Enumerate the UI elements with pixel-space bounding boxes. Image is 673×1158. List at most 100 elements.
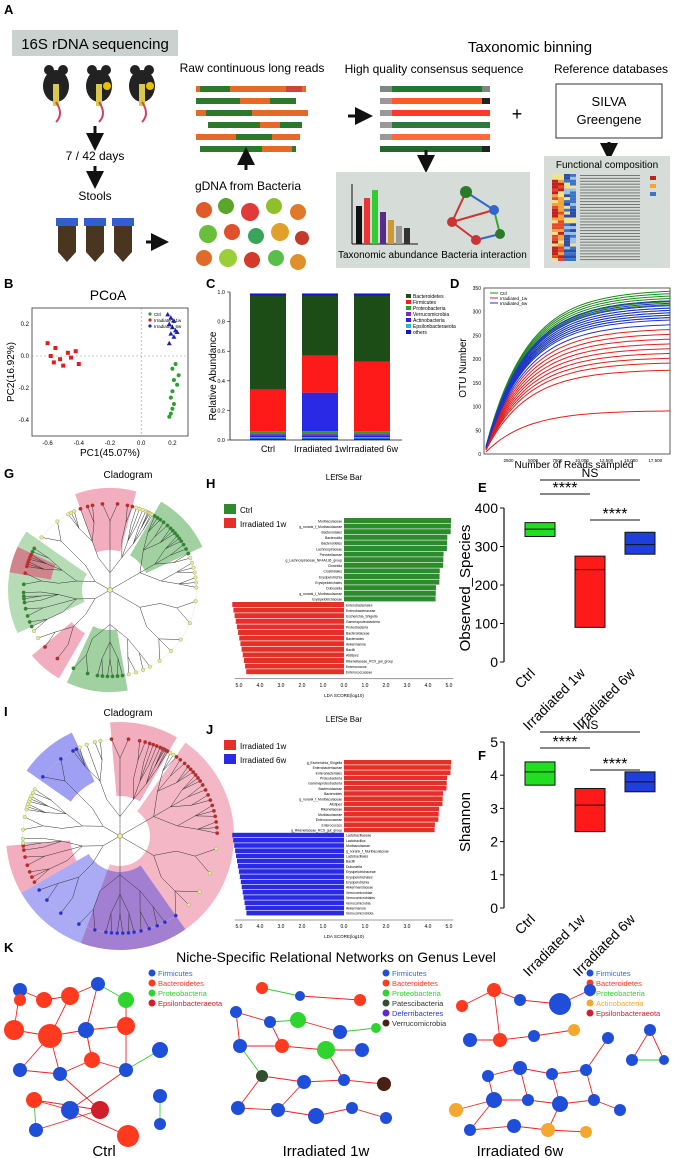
cladogram-node [193,575,198,580]
heatmap-cell [552,174,558,177]
stacked-bar-segment [250,293,286,390]
cladogram-branch [111,739,121,759]
network-legend-label: Actinobacteria [596,999,644,1008]
cladogram-branch [49,860,68,870]
cladogram-branch [160,571,177,582]
lefse-bar-positive [344,523,451,529]
cladogram-branch [135,509,143,527]
cladogram-branch [26,566,45,570]
cladogram-node [161,520,166,525]
cladogram-branch [85,565,96,582]
mouse-icon [129,65,155,123]
network-legend-label: Deferribacteres [392,1009,444,1018]
cladogram-branch [127,656,129,675]
cladogram-branch [170,804,192,808]
box-xtick: Ctrl [511,911,538,938]
cladogram-branch [191,799,211,806]
rarefaction-ytick: 150 [473,381,482,387]
cladogram-branch [177,825,198,830]
rarefaction-xlabel: Number of Reads sampled [515,460,634,471]
stacked-legend-label: Verrucomicrobia [413,312,449,318]
heatmap-cell [552,252,558,256]
cladogram-branch [151,747,161,766]
cladogram-branch [133,781,141,800]
network-legend-label: Bacteroidetes [596,979,642,988]
lefse-bar-label: Bacteroides [324,792,342,796]
stacked-legend-label: Actinobacteria [413,318,445,324]
cladogram-branch [78,794,93,809]
cladogram-branch [145,767,158,785]
network-node [614,1104,626,1116]
lefse-bar-positive [344,534,448,540]
box-rect [574,787,606,833]
cladogram-branch [119,799,134,817]
heatmap-cell [558,200,564,203]
rarefaction-curve [485,295,671,447]
lefse-xtick: 1.0 [362,683,369,689]
cladogram-branch [127,524,134,542]
cladogram-node [196,776,200,780]
lefse-bar-label: Verrucomicrobia [346,901,371,905]
lefse-bar-label: Gammaproteobacteria [308,782,342,786]
lefse-legend-swatch [224,504,236,514]
pcoa-point-ctrl [171,402,176,406]
cladogram-branch [157,751,168,769]
cladogram-branch [127,638,140,653]
heatmap-cell [558,197,564,201]
cladogram-branch [27,855,46,866]
stacked-xtick: Irradiated 1w [294,444,347,454]
pcoa-xtick: 0.0 [137,441,146,447]
network-node [602,1032,614,1044]
stacked-legend-swatch [406,300,411,304]
cladogram-branch [92,505,95,523]
cladogram-node [32,880,37,885]
cladogram-sector [9,546,56,580]
cladogram-branch [34,789,52,801]
rarefaction-curve [485,317,671,448]
heatmap-cell [570,223,576,227]
cladogram-branch [136,816,154,827]
cladogram-branch [32,551,49,559]
heatmap-cell [552,229,558,232]
network-node [84,1052,100,1068]
rarefaction-ytick: 300 [473,310,482,316]
cladogram-branch [143,743,150,763]
heatmap-cell [570,200,576,203]
rarefaction-ytick: 350 [473,286,482,292]
cladogram-branch [66,845,83,861]
cladogram-node [207,871,212,876]
cladogram-branch [146,626,160,640]
cladogram-branch [44,631,56,648]
cladogram-branch [195,810,214,817]
network-node [119,1063,133,1077]
heatmap-cell [570,185,576,189]
pcoa-xlabel: PC1(45.07%) [80,448,140,459]
box-xtick: Ctrl [511,665,538,692]
lefse-bar-label: Clostridia [328,564,342,568]
cladogram-branch [27,607,44,617]
cladogram-branch [139,603,161,608]
cladogram-node [109,737,114,742]
cladogram-branch [133,526,139,544]
stacked-bar-segment [302,293,338,296]
cladogram-node [178,637,183,642]
rarefaction-curve [485,305,671,448]
heatmap-cell [552,205,558,209]
pcoa-point-ctrl [175,382,180,387]
cladogram-branch [147,519,161,533]
lefse-bar-negative [245,663,344,669]
heatmap-cell [552,188,558,192]
rarefaction-xtick: 10,000 [575,458,589,463]
lefse-bar-negative [233,607,344,613]
network-node [346,1102,358,1114]
lefse-xtick: 5.0 [446,924,453,930]
box-ytick: 300 [475,539,499,555]
lefse-xtick: 3.0 [404,683,411,689]
cladogram-branch [23,847,44,851]
heatmap-row-label [580,198,640,200]
cladogram-node [193,599,198,604]
cladogram-branch [25,572,42,582]
cladogram-branch [176,607,191,624]
lefse-bar-negative [238,630,344,635]
rarefaction-curve [485,298,671,447]
